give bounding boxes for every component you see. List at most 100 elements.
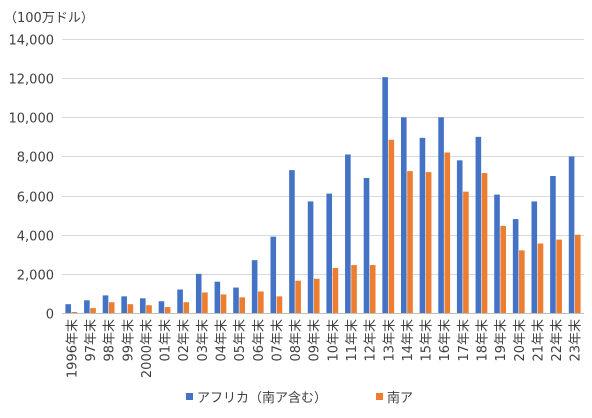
x-tick-label: 99年末 xyxy=(121,319,136,362)
x-tick-label: 15年末 xyxy=(420,319,435,362)
y-tick-label: 12,000 xyxy=(9,73,55,88)
bar-africa xyxy=(568,156,575,313)
x-tick-label: 13年末 xyxy=(382,319,397,362)
x-tick-label: 17年末 xyxy=(457,319,472,362)
x-tick-label: 03年末 xyxy=(196,319,211,362)
bar-africa xyxy=(102,295,109,313)
bar-south-africa xyxy=(369,265,376,313)
bar-africa xyxy=(531,201,538,313)
bar-south-africa xyxy=(313,278,320,313)
x-tick-label: 1996年末 xyxy=(65,319,80,378)
bar-south-africa xyxy=(239,297,246,313)
legend: アフリカ（南ア含む） 南ア xyxy=(186,390,413,406)
bar-south-africa xyxy=(276,296,283,313)
bar-south-africa xyxy=(295,280,301,313)
x-tick-label: 18年末 xyxy=(475,319,490,362)
y-tick-label: 6,000 xyxy=(17,191,54,206)
bar-south-africa xyxy=(425,172,432,313)
bar-south-africa xyxy=(388,139,395,313)
bar-south-africa xyxy=(108,302,115,313)
y-unit-label: （100万ドル） xyxy=(4,11,94,26)
bar-south-africa xyxy=(164,307,171,313)
bar-africa xyxy=(345,154,351,313)
x-tick-label: 20年末 xyxy=(513,319,528,362)
bar-africa xyxy=(121,296,127,313)
y-tick-label: 14,000 xyxy=(9,34,55,49)
y-axis-ticks: 0 2,000 4,000 6,000 8,000 10,000 12,000 14,000 xyxy=(9,34,55,323)
bar-africa xyxy=(270,236,277,313)
gridlines xyxy=(62,39,584,275)
x-tick-label: 11年末 xyxy=(345,319,360,362)
bar-africa xyxy=(475,136,482,313)
bar-south-africa xyxy=(90,308,96,313)
y-tick-label: 10,000 xyxy=(9,112,55,127)
legend-swatch xyxy=(376,393,383,400)
y-tick-label: 2,000 xyxy=(17,269,54,284)
bar-africa xyxy=(363,177,370,313)
bar-south-africa xyxy=(463,191,469,313)
bar-africa xyxy=(233,287,239,313)
x-tick-label: 97年末 xyxy=(84,319,99,362)
bar-africa xyxy=(195,273,202,313)
x-tick-label: 22年末 xyxy=(550,319,565,362)
bar-south-africa xyxy=(183,302,190,313)
bar-south-africa xyxy=(258,291,264,313)
bar-south-africa xyxy=(481,173,488,313)
bar-africa xyxy=(65,304,72,313)
bar-africa xyxy=(456,160,463,313)
legend-label: 南ア xyxy=(387,390,413,406)
legend-label: アフリカ（南ア含む） xyxy=(197,390,327,406)
x-tick-label: 02年末 xyxy=(177,319,192,362)
bar-south-africa xyxy=(332,267,339,313)
bar-africa xyxy=(400,117,407,313)
y-tick-label: 8,000 xyxy=(17,151,54,166)
x-tick-label: 07年末 xyxy=(270,319,285,362)
bar-africa xyxy=(419,137,426,313)
bar-south-africa xyxy=(202,292,208,313)
bar-south-africa xyxy=(519,250,525,313)
bar-africa xyxy=(382,77,388,313)
bar-africa xyxy=(158,301,165,313)
bar-south-africa xyxy=(146,305,152,313)
x-tick-label: 23年末 xyxy=(569,319,584,362)
x-tick-label: 10年末 xyxy=(326,319,341,362)
bar-south-africa xyxy=(71,312,78,313)
bar-africa xyxy=(251,260,258,313)
x-tick-label: 98年末 xyxy=(103,319,118,362)
bar-africa xyxy=(84,300,90,313)
bar-africa xyxy=(139,298,146,313)
bar-africa xyxy=(512,219,519,313)
bar-africa xyxy=(438,117,444,313)
bar-africa xyxy=(214,281,221,313)
x-tick-label: 12年末 xyxy=(364,319,379,362)
bar-south-africa xyxy=(351,265,357,313)
bar-africa xyxy=(550,176,556,313)
legend-swatch xyxy=(186,393,193,400)
bar-south-africa xyxy=(127,304,134,313)
x-tick-label: 09年末 xyxy=(308,319,323,362)
x-tick-label: 21年末 xyxy=(531,319,546,362)
x-tick-label: 06年末 xyxy=(252,319,267,362)
bar-south-africa xyxy=(556,239,562,313)
x-tick-label: 08年末 xyxy=(289,319,304,362)
bar-south-africa xyxy=(574,234,581,313)
bar-south-africa xyxy=(407,171,413,313)
x-tick-label: 19年末 xyxy=(494,319,509,362)
bar-africa xyxy=(307,201,314,313)
bars xyxy=(65,77,581,313)
x-tick-label: 04年末 xyxy=(214,319,229,362)
bar-africa xyxy=(177,289,183,313)
bar-south-africa xyxy=(537,243,544,313)
x-axis-ticks: 1996年末 97年末 98年末 99年末 2000年末 01年末 02年末 03年末 04年末… xyxy=(65,319,583,378)
x-tick-label: 2000年末 xyxy=(140,319,155,378)
bar-south-africa xyxy=(444,152,451,313)
bar-south-africa xyxy=(500,225,507,313)
y-tick-label: 0 xyxy=(46,308,54,323)
bar-africa xyxy=(494,194,500,313)
x-tick-label: 01年末 xyxy=(159,319,174,362)
x-tick-label: 16年末 xyxy=(438,319,453,362)
bar-africa xyxy=(289,170,295,313)
x-tick-label: 14年末 xyxy=(401,319,416,362)
bar-africa xyxy=(326,193,333,313)
